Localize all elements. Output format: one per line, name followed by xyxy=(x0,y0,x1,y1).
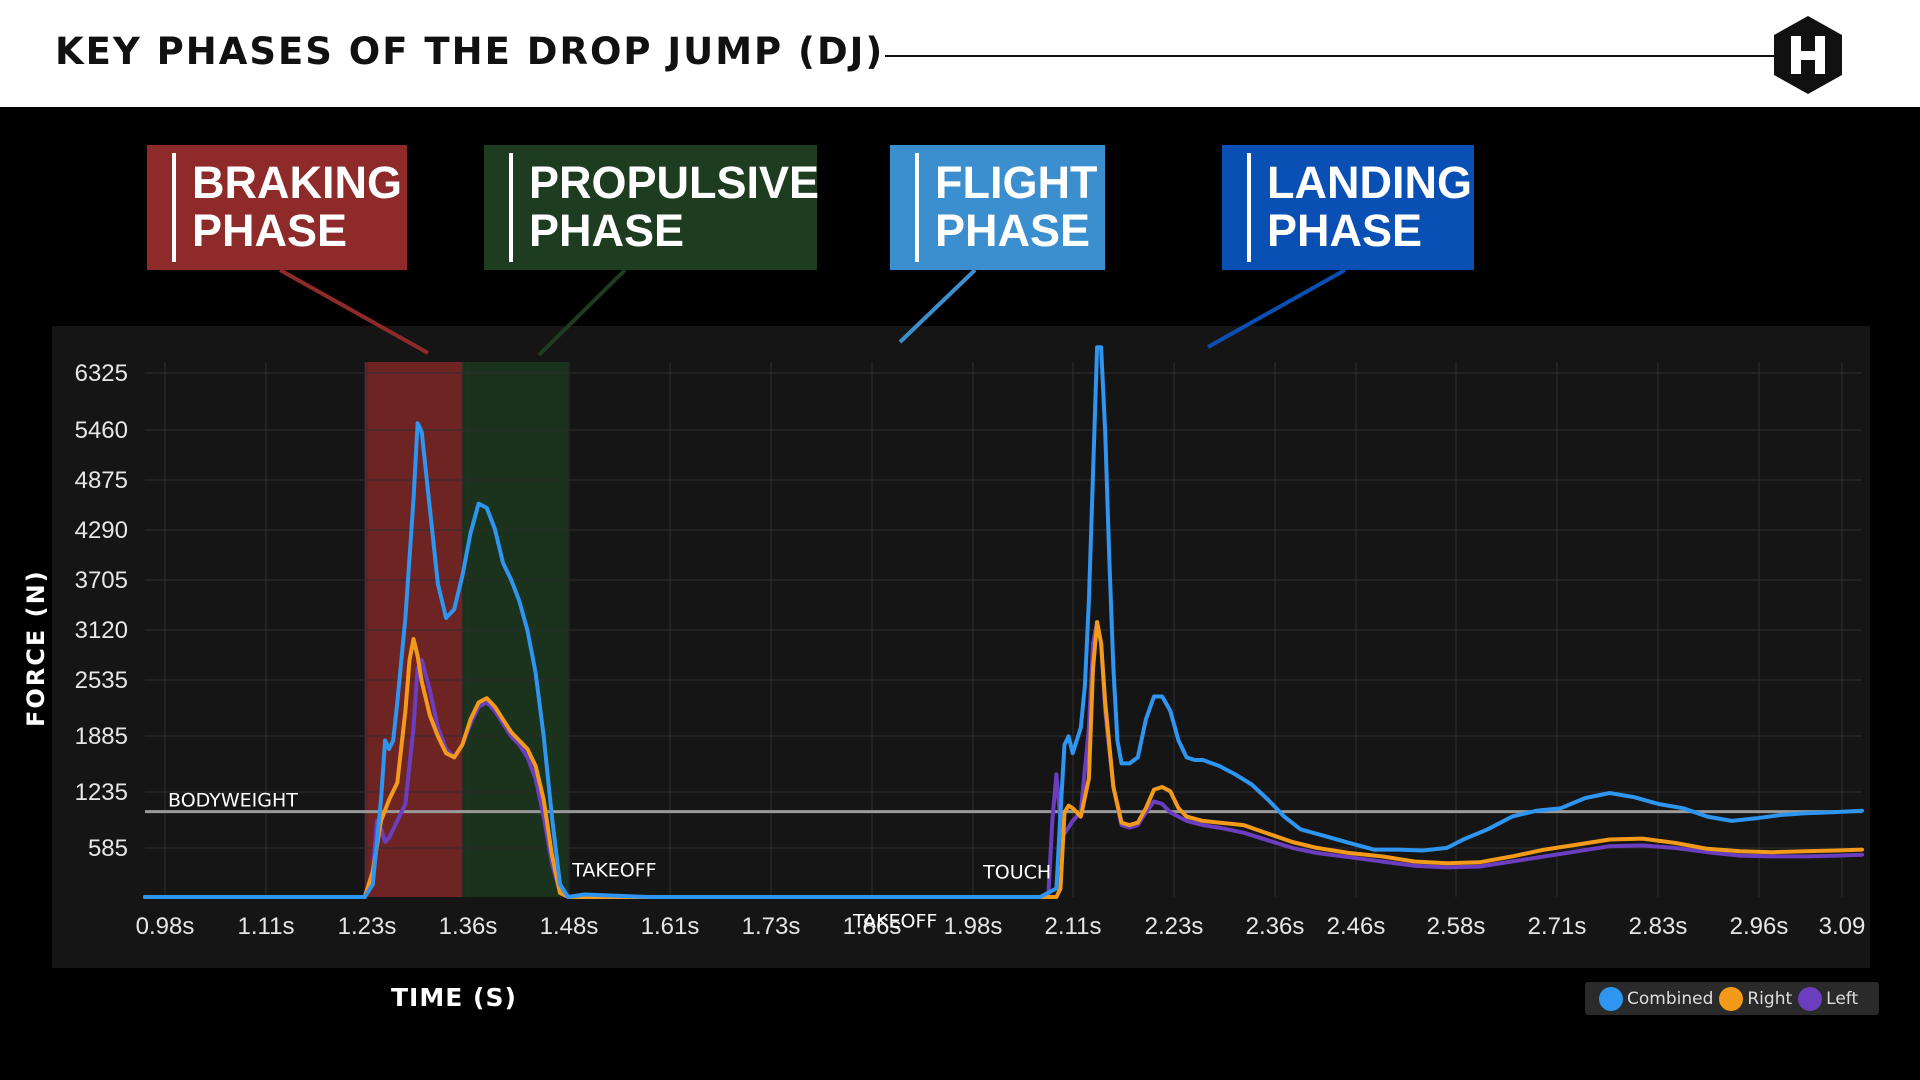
propulsive-phase-box: PROPULSIVE PHASE xyxy=(484,145,820,270)
phase-connector-line xyxy=(898,268,977,344)
phase-label: LANDING PHASE xyxy=(1267,157,1472,256)
flight-phase-box: FLIGHT PHASE xyxy=(890,145,1105,270)
y-tick-label: 1885 xyxy=(75,723,128,750)
x-tick-label: 1.61s xyxy=(641,913,700,940)
phase-connector-line xyxy=(279,268,429,355)
y-tick-label: 4290 xyxy=(75,517,128,544)
x-tick-label: 1.48s xyxy=(540,913,599,940)
legend-item-left[interactable]: Left xyxy=(1798,986,1859,1011)
legend-swatch xyxy=(1798,986,1823,1011)
phase-connector-line xyxy=(1207,268,1346,349)
legend-label: Left xyxy=(1826,988,1859,1009)
header: KEY PHASES OF THE DROP JUMP (DJ) xyxy=(0,0,1920,107)
y-tick-label: 585 xyxy=(88,835,128,862)
accent-bar xyxy=(915,153,919,262)
annotation-label: TAKEOFF xyxy=(852,910,937,932)
x-tick-label: 1.86s xyxy=(843,913,902,940)
x-tick-label: 1.98s xyxy=(944,913,1003,940)
y-tick-label: 4875 xyxy=(75,467,128,494)
x-tick-label: 2.71s xyxy=(1528,913,1587,940)
y-tick-label: 3705 xyxy=(75,567,128,594)
y-tick-label: 1235 xyxy=(75,779,128,806)
x-tick-label: 2.58s xyxy=(1427,913,1486,940)
y-tick-label: 3120 xyxy=(75,617,128,644)
chart-legend: Combined Right Left xyxy=(1585,982,1879,1015)
phase-label: PROPULSIVE PHASE xyxy=(529,157,820,256)
y-tick-label: 2535 xyxy=(75,667,128,694)
y-tick-label: 5460 xyxy=(75,417,128,444)
legend-label: Right xyxy=(1747,988,1793,1009)
legend-item-combined[interactable]: Combined xyxy=(1599,986,1714,1011)
chart-panel xyxy=(52,326,1870,968)
x-tick-label: 0.98s xyxy=(136,913,195,940)
legend-swatch xyxy=(1599,986,1623,1011)
header-divider xyxy=(885,55,1780,57)
x-axis-title: TIME (S) xyxy=(391,983,517,1012)
x-tick-label: 2.11s xyxy=(1045,913,1102,940)
x-tick-label: 2.96s xyxy=(1730,913,1789,940)
legend-item-right[interactable]: Right xyxy=(1719,986,1793,1011)
accent-bar xyxy=(172,153,176,262)
landing-phase-box: LANDING PHASE xyxy=(1222,145,1474,270)
x-tick-label: 1.11s xyxy=(238,913,295,940)
phase-label: BRAKING PHASE xyxy=(192,157,402,256)
legend-swatch xyxy=(1719,986,1744,1011)
legend-label: Combined xyxy=(1627,988,1714,1009)
phase-label: FLIGHT PHASE xyxy=(935,157,1098,256)
series-line-left xyxy=(143,620,1864,899)
x-tick-label: 2.83s xyxy=(1629,913,1688,940)
x-tick-label: 1.36s xyxy=(439,913,498,940)
x-tick-label: 2.46s xyxy=(1327,913,1386,940)
x-tick-label: 3.09 xyxy=(1819,913,1866,940)
y-tick-label: 6325 xyxy=(75,360,128,387)
x-tick-label: 1.73s xyxy=(742,913,801,940)
accent-bar xyxy=(1247,153,1251,262)
annotation-label: TAKEOFF xyxy=(571,860,656,882)
phase-connector-line xyxy=(537,268,627,357)
annotation-label: TOUCH xyxy=(982,861,1051,883)
page-title: KEY PHASES OF THE DROP JUMP (DJ) xyxy=(55,30,885,73)
braking-phase-box: BRAKING PHASE xyxy=(147,145,407,270)
series-line-right xyxy=(143,620,1864,899)
x-tick-label: 1.23s xyxy=(338,913,397,940)
x-tick-label: 2.36s xyxy=(1246,913,1305,940)
y-axis-title: FORCE (N) xyxy=(22,569,50,727)
series-line-combined xyxy=(143,345,1864,899)
x-tick-label: 2.23s xyxy=(1145,913,1204,940)
hexagon-h-logo-icon xyxy=(1774,16,1842,94)
accent-bar xyxy=(509,153,513,262)
bodyweight-label: BODYWEIGHT xyxy=(168,790,298,812)
